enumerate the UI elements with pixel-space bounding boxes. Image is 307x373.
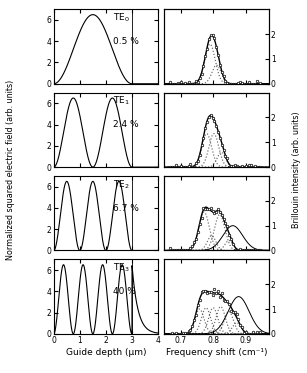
Text: 0.5 %: 0.5 %: [113, 37, 139, 46]
Text: TE$_2$: TE$_2$: [113, 178, 130, 191]
Text: TE$_0$: TE$_0$: [113, 12, 130, 24]
X-axis label: Guide depth (μm): Guide depth (μm): [66, 348, 146, 357]
X-axis label: Frequency shift (cm⁻¹): Frequency shift (cm⁻¹): [166, 348, 267, 357]
Text: Brillouin intensity (arb. units): Brillouin intensity (arb. units): [292, 112, 301, 228]
Text: Normalized squared electric field (arb. units): Normalized squared electric field (arb. …: [6, 79, 15, 260]
Text: 40 %: 40 %: [113, 287, 136, 296]
Text: 2.4 %: 2.4 %: [113, 120, 139, 129]
Text: TE$_1$: TE$_1$: [113, 95, 130, 107]
Text: 6.7 %: 6.7 %: [113, 204, 139, 213]
Text: TE$_3$: TE$_3$: [113, 261, 130, 274]
